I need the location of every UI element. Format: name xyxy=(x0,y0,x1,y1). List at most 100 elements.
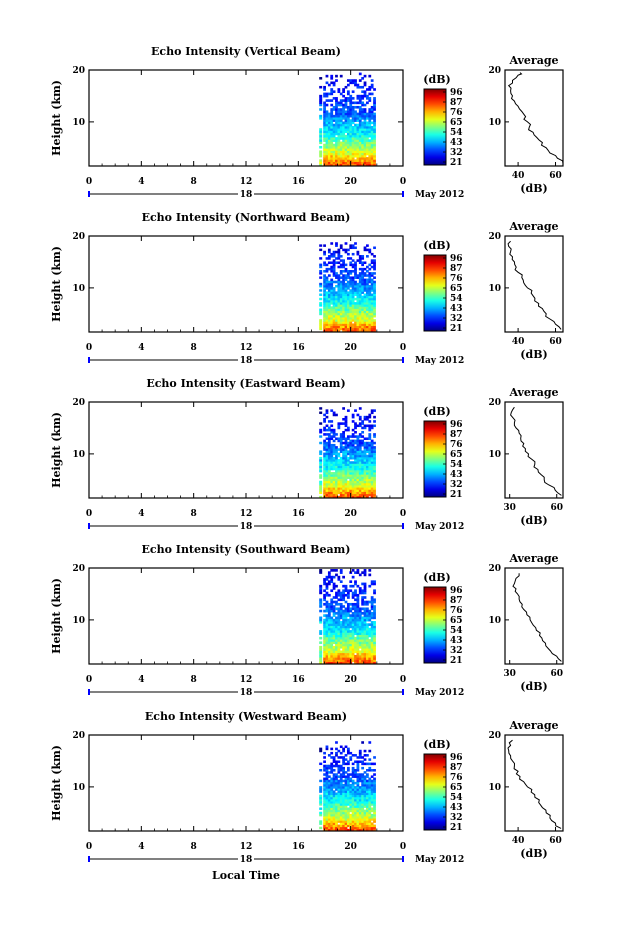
heatmap-cell xyxy=(363,446,367,449)
heatmap-cell xyxy=(330,641,334,645)
heatmap-cell xyxy=(373,630,376,633)
heatmap-cell xyxy=(339,820,343,823)
heatmap-cell xyxy=(339,472,343,475)
heatmap-cell xyxy=(354,143,357,147)
heatmap-cell xyxy=(349,805,353,808)
heatmap-cell xyxy=(351,828,355,832)
heatmap-cell xyxy=(368,74,372,78)
heatmap-cell xyxy=(332,321,336,324)
heatmap-cell xyxy=(346,461,350,464)
heatmap-cell xyxy=(337,480,341,484)
heatmap-cell xyxy=(356,461,360,464)
heatmap-cell xyxy=(319,654,323,658)
heatmap-cell xyxy=(346,491,350,495)
heatmap-cell xyxy=(319,495,323,499)
heatmap-cell xyxy=(356,781,360,785)
heatmap-cell xyxy=(346,272,350,275)
heatmap-cell xyxy=(335,645,338,649)
heatmap-cell xyxy=(351,152,355,156)
heatmap-cell xyxy=(335,327,338,331)
heatmap-cell xyxy=(351,101,355,105)
heatmap-cell xyxy=(351,816,355,819)
heatmap-cell xyxy=(351,287,355,290)
heatmap-cell xyxy=(366,783,369,787)
heatmap-cell xyxy=(358,749,362,753)
heatmap-cell xyxy=(346,762,350,766)
heatmap-cell xyxy=(344,493,348,497)
heatmap-cell xyxy=(319,648,323,651)
heatmap-cell xyxy=(366,630,369,633)
heatmap-cell xyxy=(327,302,331,305)
heatmap-cell xyxy=(361,760,365,764)
heatmap-cell xyxy=(339,816,343,819)
heatmap-cell xyxy=(319,304,323,307)
heatmap-cell xyxy=(339,141,343,145)
heatmap-cell xyxy=(363,790,367,793)
heatmap-cell xyxy=(349,773,353,776)
heatmap-cell xyxy=(356,130,360,134)
heatmap-cell xyxy=(363,246,367,250)
colorbar-tick-label: 96 xyxy=(450,420,463,430)
heatmap-cell xyxy=(346,274,350,277)
heatmap-cell xyxy=(344,428,348,432)
heatmap-cell xyxy=(358,792,362,796)
heatmap-cell xyxy=(373,117,376,120)
heatmap-cell xyxy=(370,643,374,647)
heatmap-cell xyxy=(368,820,372,823)
heatmap-cell xyxy=(330,134,334,138)
heatmap-cell xyxy=(330,161,334,165)
panel-title: Echo Intensity (Vertical Beam) xyxy=(151,45,341,58)
heatmap-cell xyxy=(323,426,326,430)
heatmap-cell xyxy=(323,145,326,149)
heatmap-cell xyxy=(366,650,369,654)
heatmap-cell xyxy=(373,114,376,118)
heatmap-cell xyxy=(342,287,346,290)
heatmap-cell xyxy=(361,148,365,151)
heatmap-cell xyxy=(370,582,374,586)
heatmap-cell xyxy=(337,476,341,479)
x-tick-label: 4 xyxy=(138,842,144,852)
heatmap-cell xyxy=(335,257,338,260)
heatmap-cell xyxy=(358,623,362,626)
heatmap-cell xyxy=(325,319,329,322)
heatmap-cell xyxy=(332,641,336,645)
heatmap-cell xyxy=(327,274,331,277)
heatmap-cell xyxy=(349,614,353,617)
heatmap-cell xyxy=(366,641,369,645)
heatmap-cell xyxy=(361,420,365,423)
heatmap-cell xyxy=(330,267,334,271)
heatmap-cell xyxy=(337,756,341,759)
heatmap-cell xyxy=(342,259,346,262)
heatmap-cell xyxy=(344,128,348,131)
heatmap-cell xyxy=(373,152,376,156)
heatmap-cell xyxy=(342,476,346,479)
heatmap-cell xyxy=(319,769,323,772)
heatmap-cell xyxy=(358,119,362,122)
heatmap-cell xyxy=(351,783,355,787)
heatmap-cell xyxy=(323,452,326,456)
heatmap-cell xyxy=(346,139,350,142)
heatmap-cell xyxy=(325,125,329,129)
heatmap-cell xyxy=(337,317,341,320)
heatmap-cell xyxy=(332,433,336,436)
heatmap-cell xyxy=(342,284,346,288)
heatmap-cell xyxy=(373,306,376,309)
heatmap-cell xyxy=(363,141,367,145)
heatmap-cell xyxy=(325,584,329,588)
heatmap-cell xyxy=(354,796,357,800)
heatmap-cell xyxy=(356,325,360,329)
heatmap-cell xyxy=(356,454,360,458)
heatmap-cell xyxy=(354,614,357,617)
heatmap-cell xyxy=(337,125,341,129)
heatmap-cell xyxy=(339,159,343,162)
heatmap-cell xyxy=(325,304,329,307)
heatmap-cell xyxy=(344,323,348,326)
heatmap-cell xyxy=(323,148,326,151)
heatmap-cell xyxy=(325,299,329,303)
heatmap-cell xyxy=(332,119,336,122)
heatmap-cell xyxy=(363,274,367,277)
heatmap-cell xyxy=(325,103,329,107)
heatmap-cell xyxy=(325,317,329,320)
heatmap-cell xyxy=(366,314,369,318)
heatmap-cell xyxy=(356,605,360,608)
